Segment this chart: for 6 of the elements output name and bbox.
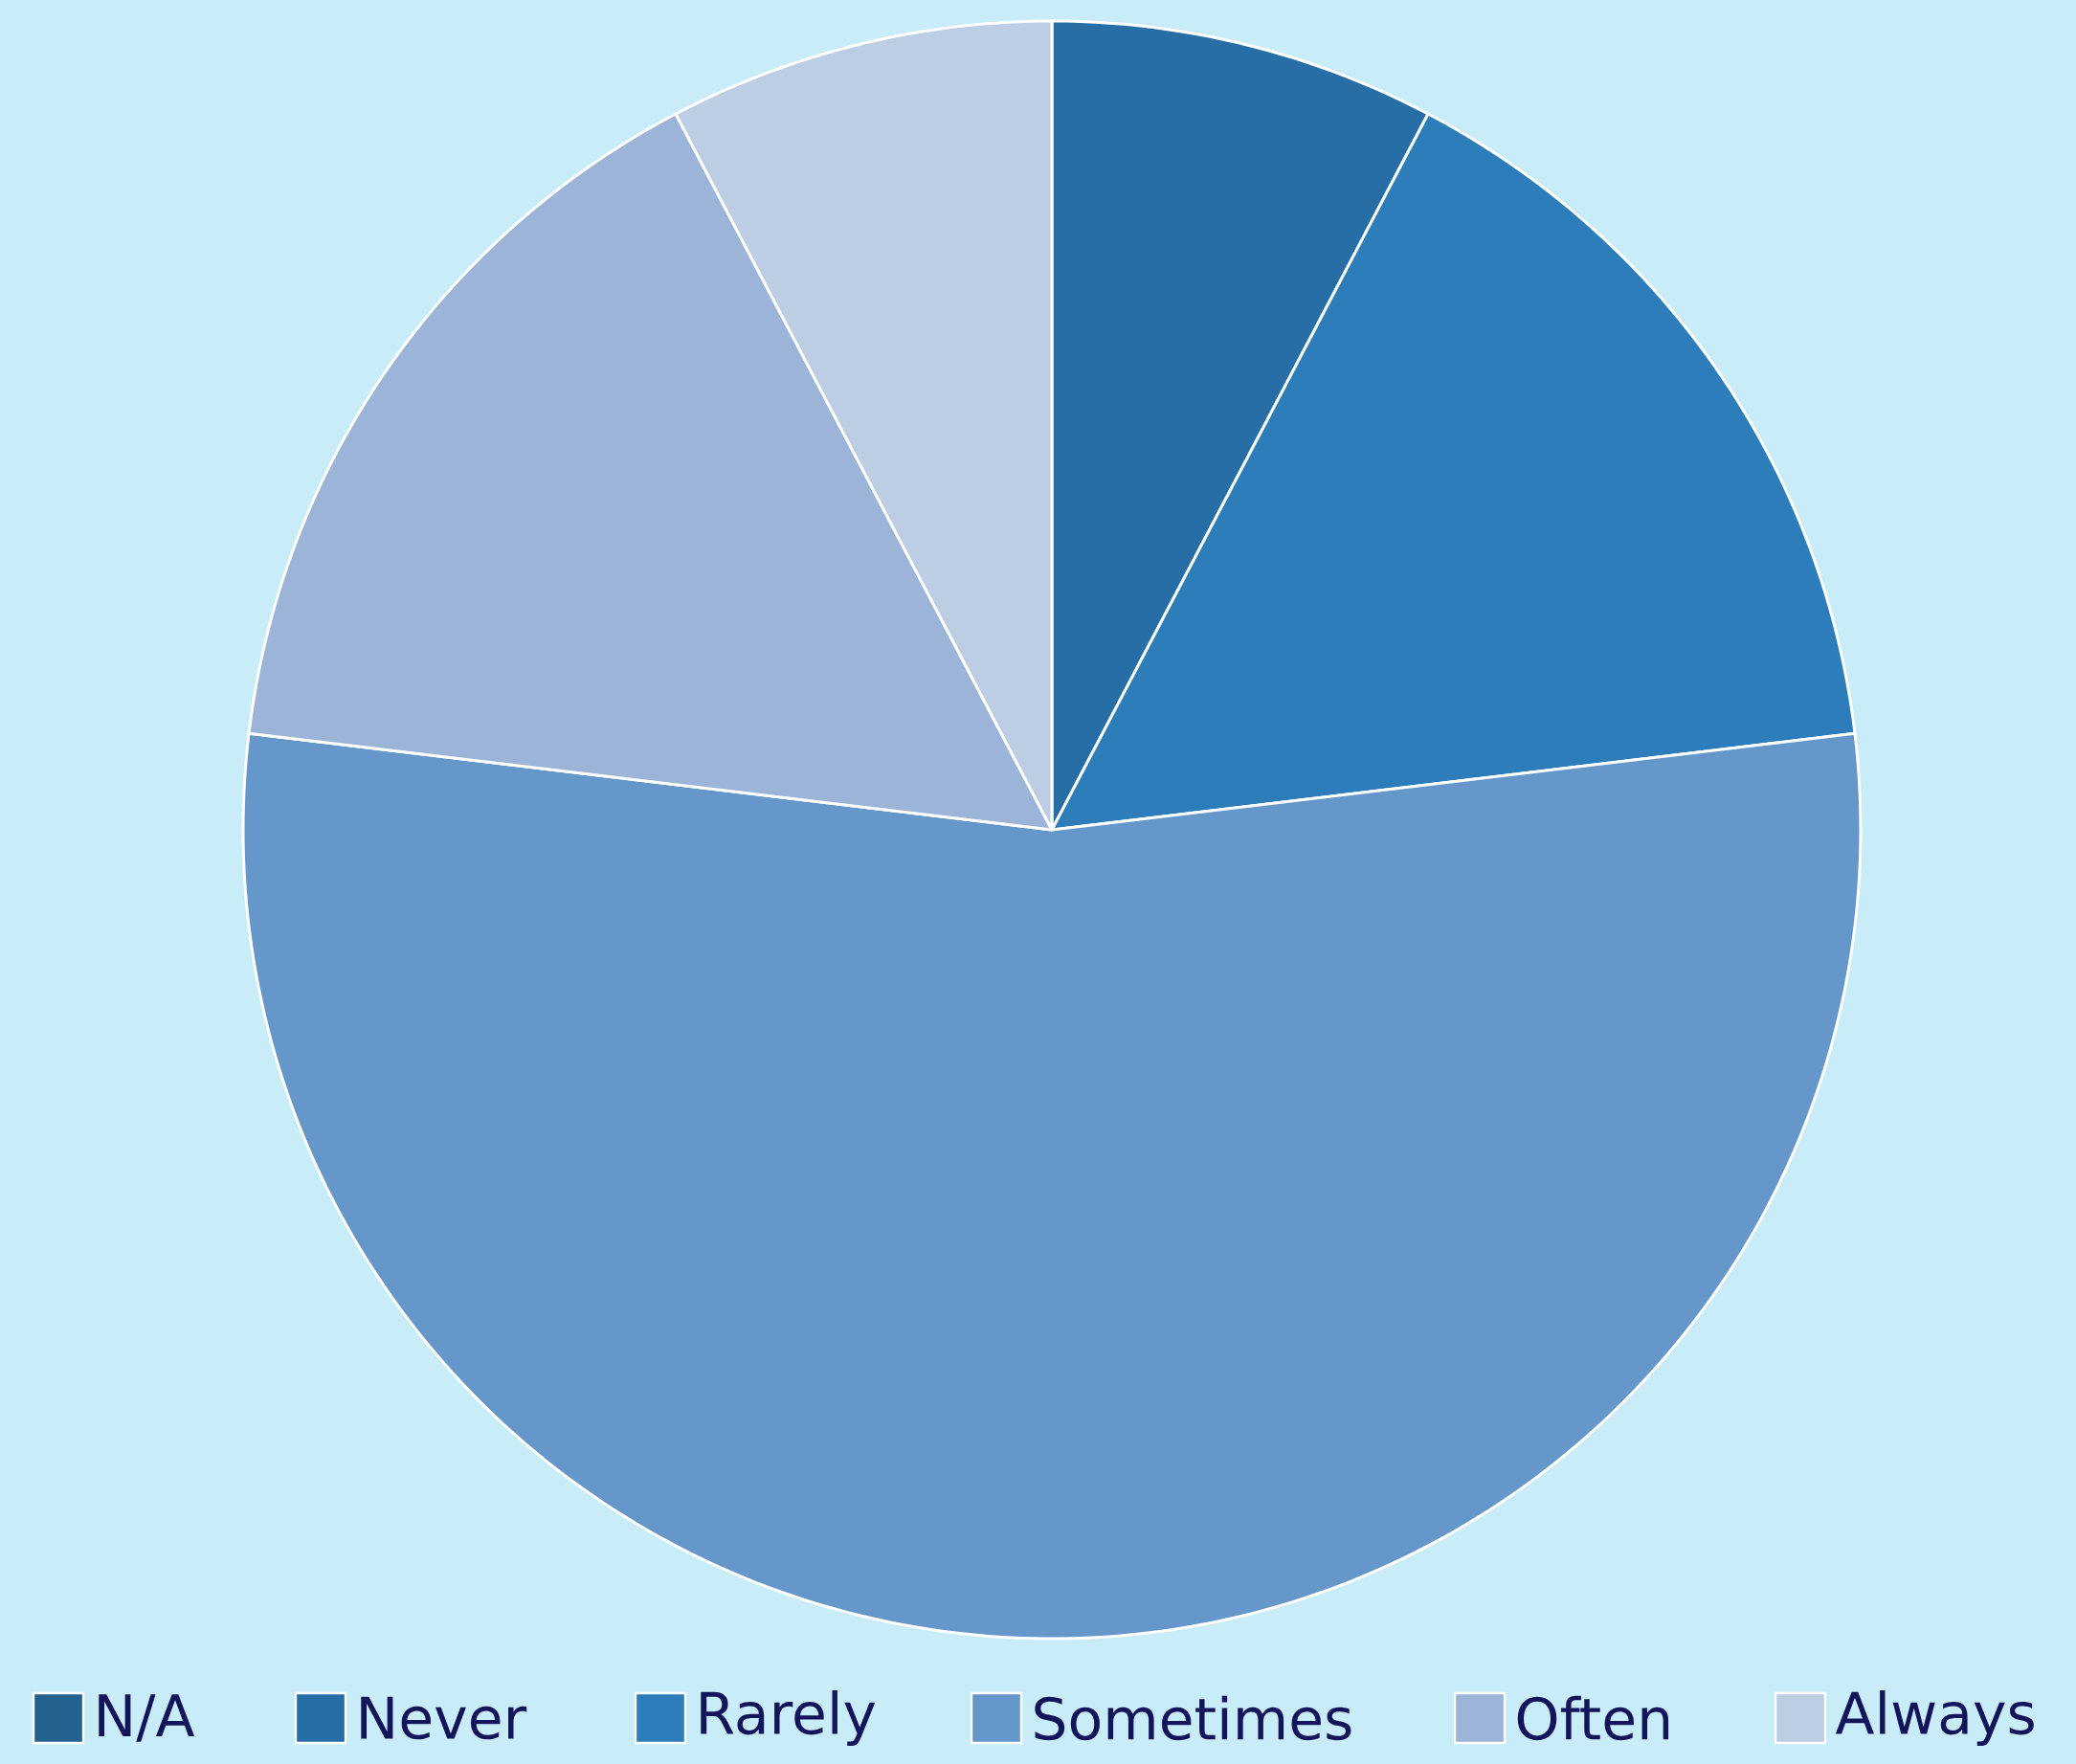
- legend-label: Sometimes: [1035, 1695, 1351, 1741]
- legend-label: Rarely: [701, 1689, 876, 1747]
- legend-label: Often: [1517, 1695, 1669, 1741]
- legend-label: Always: [1835, 1689, 2034, 1747]
- legend-label: Never: [361, 1696, 527, 1740]
- legend-label: N/A: [99, 1694, 195, 1742]
